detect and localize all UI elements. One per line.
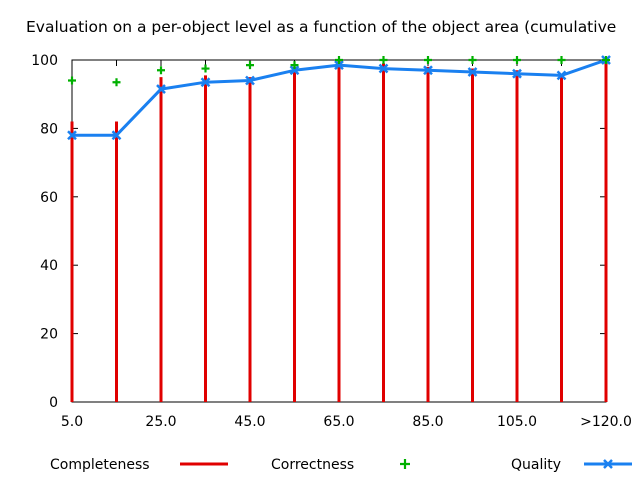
- quality-point: [556, 70, 567, 81]
- correctness-point: [468, 56, 477, 64]
- legend-label-completeness: Completeness: [50, 457, 150, 473]
- correctness-point: [557, 56, 566, 64]
- quality-point: [512, 68, 522, 79]
- x-tick-label: 105.0: [497, 414, 537, 430]
- x-tick-label: >120.0: [580, 414, 632, 430]
- correctness-point: [157, 66, 165, 75]
- correctness-point: [513, 56, 521, 64]
- quality-point: [67, 130, 77, 141]
- legend-label-quality: Quality: [511, 457, 561, 473]
- legend: Completeness Correctness Quality: [50, 457, 632, 473]
- legend-swatch-quality-marker: [603, 459, 613, 469]
- x-tick-label: 65.0: [323, 414, 354, 430]
- quality-point: [111, 130, 122, 141]
- y-tick-label: 100: [31, 53, 58, 69]
- y-tick-label: 20: [40, 327, 58, 343]
- correctness-point: [246, 61, 254, 70]
- y-tick-label: 60: [40, 190, 58, 206]
- y-tick-label: 0: [49, 395, 58, 411]
- correctness-point: [424, 56, 432, 64]
- y-tick-label: 40: [40, 258, 58, 274]
- quality-point: [245, 75, 255, 86]
- quality-point: [467, 67, 478, 77]
- y-axis: 0 20 40 60 80 100: [31, 53, 606, 411]
- quality-point: [200, 77, 211, 88]
- correctness-point: [68, 76, 76, 85]
- correctness-series: [68, 56, 610, 87]
- x-tick-label: 85.0: [412, 414, 443, 430]
- quality-point: [156, 84, 166, 94]
- x-tick-label: 45.0: [234, 414, 265, 430]
- chart-title: Evaluation on a per-object level as a fu…: [26, 18, 616, 36]
- quality-point: [378, 63, 389, 74]
- x-tick-label: 5.0: [61, 414, 83, 430]
- correctness-point: [379, 56, 388, 64]
- x-axis: 5.0 25.0 45.0 65.0 85.0 105.0 >120.0: [61, 60, 632, 430]
- y-tick-label: 80: [40, 121, 58, 137]
- correctness-point: [290, 61, 299, 70]
- legend-label-correctness: Correctness: [271, 457, 354, 473]
- quality-point: [289, 65, 300, 76]
- correctness-point: [602, 56, 610, 64]
- completeness-series: [70, 60, 608, 402]
- quality-point: [334, 60, 344, 71]
- legend-swatch-correctness: [400, 459, 410, 469]
- correctness-point: [112, 78, 121, 87]
- correctness-point: [201, 64, 210, 73]
- correctness-point: [335, 56, 343, 64]
- x-tick-label: 25.0: [145, 414, 176, 430]
- quality-point: [423, 65, 433, 76]
